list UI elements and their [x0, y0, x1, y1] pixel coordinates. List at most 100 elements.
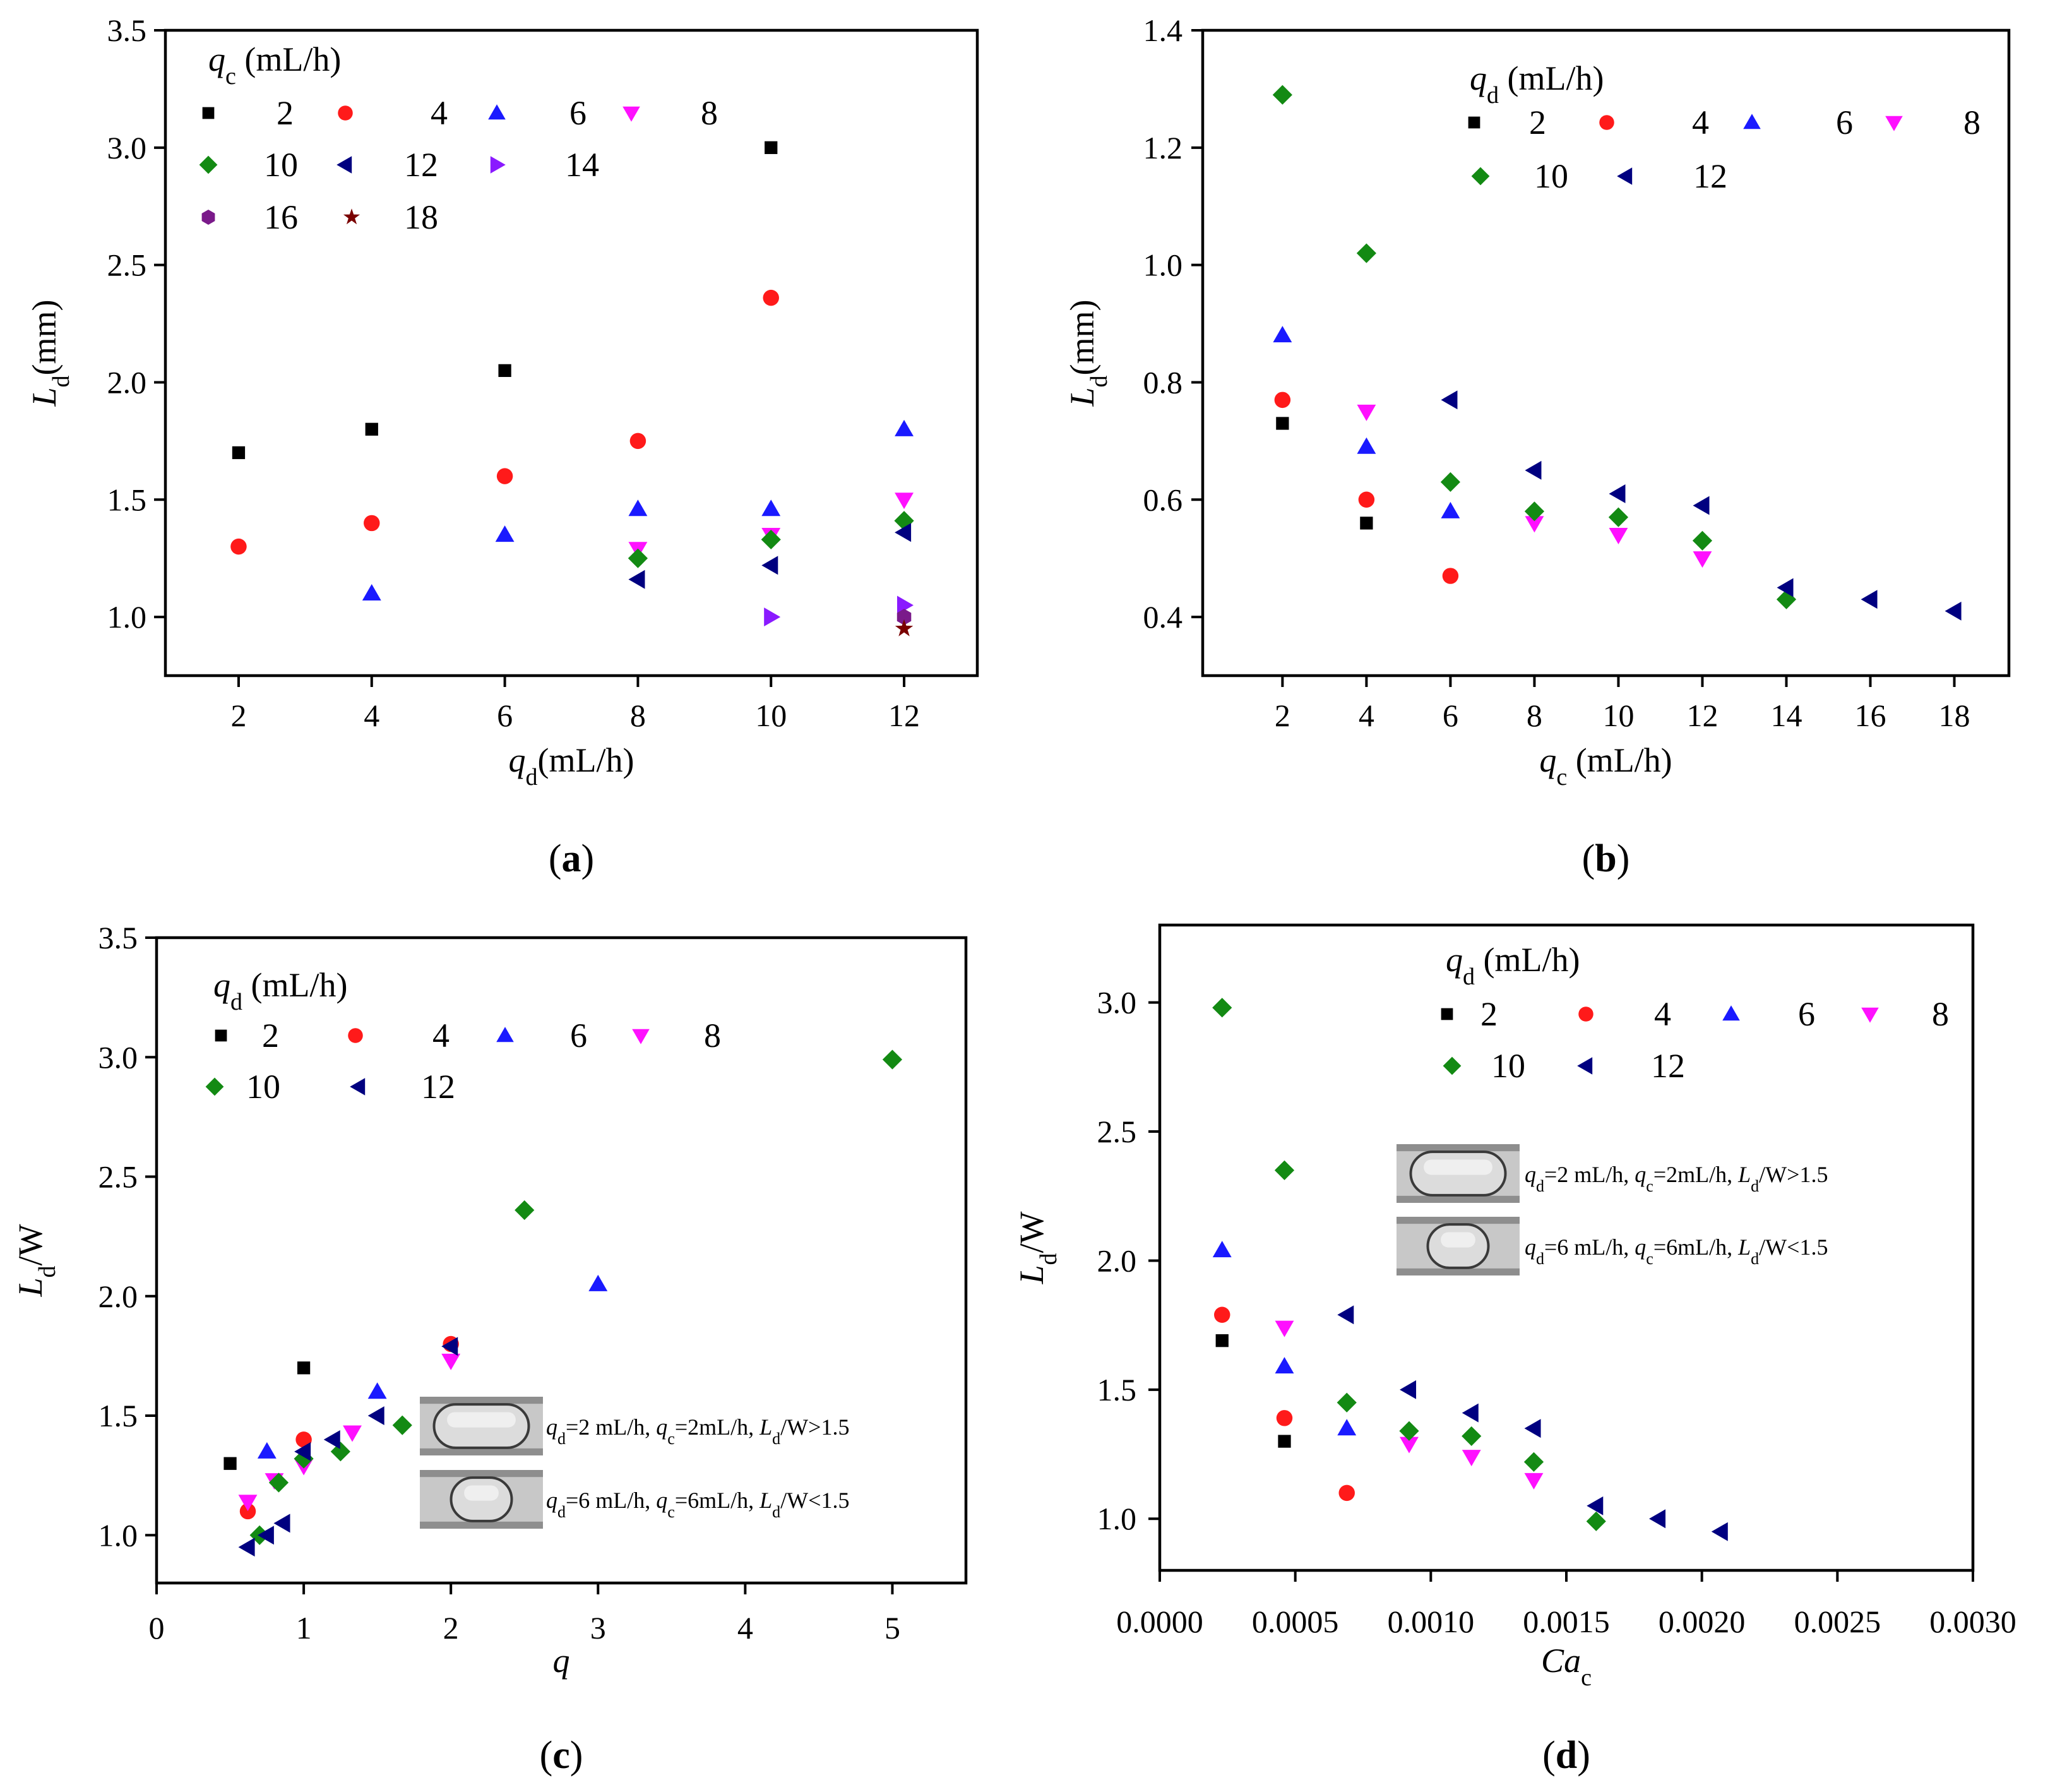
x-tick-label: 4	[1359, 698, 1374, 733]
legend-marker-8	[1885, 116, 1903, 131]
y-tick-label: 2.5	[107, 248, 147, 283]
legend-label-4: 4	[432, 1017, 450, 1054]
legend-label-12: 12	[404, 146, 438, 184]
legend-marker-8	[632, 1029, 650, 1044]
channel-wall-top	[420, 1397, 543, 1404]
data-point-8	[1693, 551, 1712, 568]
x-tick-label: 2	[1275, 698, 1290, 733]
data-point-8	[1275, 1320, 1294, 1337]
legend-label-2: 2	[277, 94, 294, 132]
data-point-12	[238, 1538, 255, 1557]
data-point-2	[232, 446, 246, 460]
data-point-10	[1692, 530, 1713, 551]
data-point-12	[1441, 390, 1458, 410]
data-point-10	[330, 1442, 350, 1462]
x-tick-label: 12	[888, 698, 920, 733]
data-point-10	[515, 1200, 535, 1221]
data-point-6	[1441, 501, 1460, 518]
inset-image-2	[1397, 1217, 1520, 1275]
data-point-10	[1608, 507, 1629, 527]
legend-label-4: 4	[431, 94, 448, 132]
y-tick-label: 2.5	[98, 1159, 138, 1195]
legend-label-6: 6	[1798, 995, 1815, 1033]
data-point-12	[1400, 1380, 1417, 1399]
data-point-10	[1272, 85, 1292, 105]
legend-marker-2	[1468, 116, 1480, 129]
x-tick-label: 8	[630, 698, 646, 733]
droplet-highlight	[1441, 1232, 1475, 1248]
legend-marker-12	[337, 156, 352, 174]
data-point-12	[323, 1430, 340, 1449]
data-point-10	[1399, 1421, 1419, 1441]
data-point-12	[257, 1526, 274, 1545]
data-point-12	[1609, 484, 1626, 503]
x-tick-label: 0.0025	[1794, 1604, 1881, 1639]
x-tick-label: 14	[1770, 698, 1802, 733]
x-tick-label: 12	[1686, 698, 1718, 733]
data-point-2	[365, 422, 378, 436]
legend-marker-4	[348, 1028, 363, 1043]
data-point-18	[895, 619, 914, 636]
data-point-12	[1525, 460, 1542, 480]
legend-label-12: 12	[421, 1068, 455, 1106]
legend-label-8: 8	[701, 94, 718, 132]
data-point-12	[1337, 1305, 1354, 1325]
data-point-14	[896, 595, 914, 615]
data-point-10	[882, 1049, 903, 1070]
data-point-8	[1400, 1437, 1419, 1454]
data-point-8	[1462, 1450, 1481, 1467]
data-point-2	[1215, 1334, 1229, 1347]
x-tick-label: 16	[1855, 698, 1886, 733]
data-point-8	[1357, 404, 1376, 421]
x-tick-label: 4	[364, 698, 379, 733]
data-point-6	[1357, 437, 1376, 454]
legend-label-10: 10	[246, 1068, 280, 1106]
inset-caption-2: qd=6 mL/h, qc=6mL/h, Ld/W<1.5	[546, 1488, 849, 1521]
y-tick-label: 2.0	[107, 364, 147, 400]
data-point-12	[1524, 1419, 1541, 1438]
data-point-4	[1358, 491, 1375, 508]
x-tick-label: 0.0000	[1116, 1604, 1203, 1639]
legend-marker-18	[343, 208, 360, 225]
plot-frame	[164, 28, 979, 678]
data-point-8	[343, 1425, 362, 1442]
data-point-10	[1212, 998, 1232, 1018]
legend-label-6: 6	[1836, 104, 1853, 141]
y-tick-label: 1.5	[98, 1398, 138, 1433]
data-point-2	[1278, 1435, 1291, 1448]
legend-marker-12	[350, 1078, 366, 1096]
panel-label: (a)	[549, 837, 594, 880]
data-point-8	[238, 1495, 258, 1512]
legend-label-4: 4	[1654, 995, 1671, 1033]
channel-wall-bottom	[1397, 1195, 1520, 1203]
data-point-4	[763, 289, 779, 306]
x-tick-label: 6	[497, 698, 513, 733]
legend-marker-2	[1441, 1008, 1453, 1020]
y-tick-label: 0.4	[1143, 599, 1183, 635]
legend-label-2: 2	[1529, 104, 1546, 141]
plot-frame	[1201, 28, 2011, 678]
inset-caption-1: qd=2 mL/h, qc=2mL/h, Ld/W>1.5	[546, 1414, 849, 1448]
legend-marker-4	[1599, 115, 1614, 130]
data-point-12	[294, 1442, 311, 1461]
x-tick-label: 4	[737, 1610, 753, 1646]
data-point-4	[295, 1431, 312, 1448]
legend-label-12: 12	[1693, 157, 1727, 195]
data-point-2	[765, 141, 778, 154]
y-tick-label: 1.5	[1097, 1372, 1137, 1407]
legend-title: qd (mL/h)	[213, 966, 347, 1015]
data-point-10	[628, 548, 648, 568]
legend-label-2: 2	[1480, 995, 1498, 1033]
data-point-10	[1356, 243, 1376, 263]
data-point-12	[273, 1514, 290, 1533]
legend-marker-6	[488, 104, 506, 120]
data-point-12	[1462, 1403, 1479, 1423]
x-tick-label: 6	[1443, 698, 1458, 733]
y-tick-label: 3.0	[1097, 985, 1137, 1020]
channel-wall-top	[420, 1470, 543, 1478]
data-point-6	[495, 525, 515, 542]
inset-image-1	[1397, 1144, 1520, 1203]
data-point-12	[1711, 1522, 1728, 1541]
data-point-6	[895, 419, 914, 436]
legend-marker-12	[1577, 1057, 1593, 1075]
